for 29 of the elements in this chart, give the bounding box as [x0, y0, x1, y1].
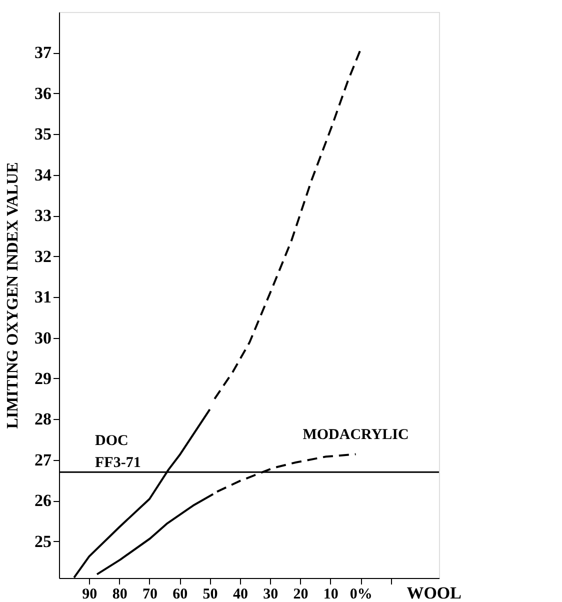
x-tick-label: 50 — [202, 586, 218, 602]
y-tick-label: 37 — [34, 43, 52, 62]
y-tick-label: 27 — [34, 450, 52, 470]
y-tick-label: 34 — [34, 165, 52, 184]
x-tick-label: 40 — [232, 586, 248, 602]
y-tick-label: 29 — [34, 368, 52, 388]
x-tick-label: 30 — [263, 586, 278, 602]
x-tick-label: 20 — [293, 586, 308, 602]
y-tick-label: 31 — [34, 288, 52, 307]
line-series — [96, 493, 214, 576]
y-tick-label: 33 — [34, 206, 52, 226]
y-tick-label: 26 — [34, 491, 52, 510]
x-tick-label: 0% — [350, 586, 372, 602]
y-tick-label: 35 — [34, 124, 52, 144]
x-tick-label: 10 — [323, 586, 338, 602]
series-label: MODACRYLIC — [302, 427, 409, 444]
y-axis-title: LIMITING OXYGEN INDEX VALUE — [4, 162, 22, 429]
x-tick-label: 70 — [142, 586, 158, 602]
line-series — [214, 48, 362, 400]
y-tick-label: 28 — [34, 410, 52, 429]
y-tick-label: 32 — [34, 246, 52, 266]
ref-line-label: DOC FF3-71 — [95, 433, 141, 472]
x-tick-label: 60 — [172, 586, 188, 602]
y-tick-label: 25 — [34, 532, 52, 551]
y-tick-label: 30 — [34, 328, 52, 348]
x-tick-label: 90 — [82, 586, 98, 602]
x-axis-title: WOOL — [406, 584, 462, 602]
y-tick-label: 36 — [34, 84, 52, 103]
x-tick-label: 80 — [112, 586, 128, 602]
